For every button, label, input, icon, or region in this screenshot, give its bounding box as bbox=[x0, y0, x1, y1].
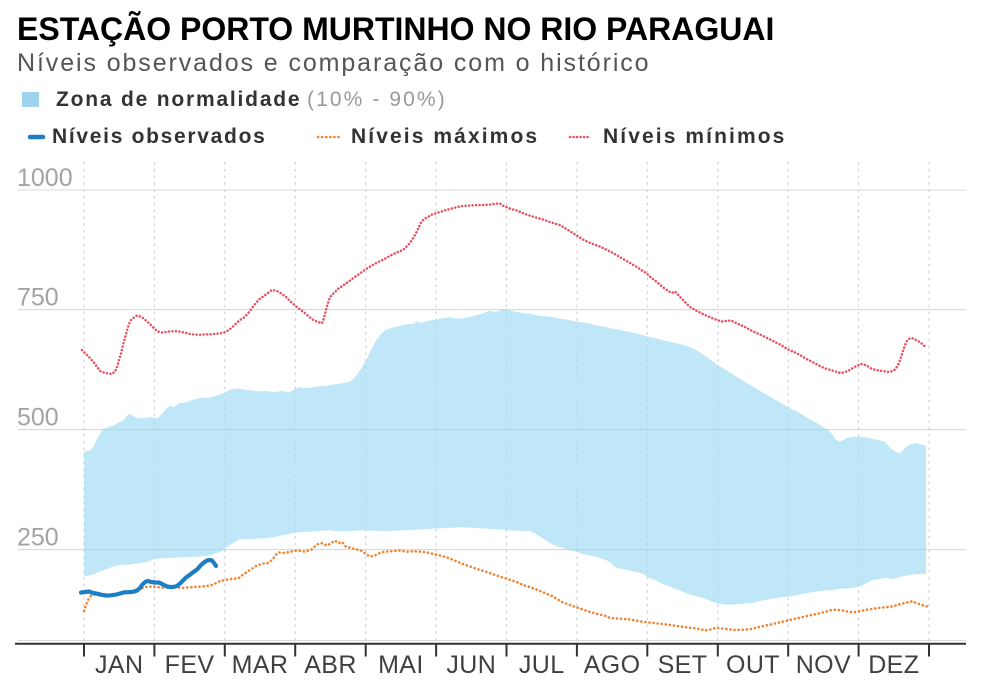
svg-text:Zona de normalidade: Zona de normalidade bbox=[56, 88, 301, 111]
svg-text:(10% - 90%): (10% - 90%) bbox=[307, 88, 447, 111]
svg-text:JUN: JUN bbox=[446, 651, 496, 679]
svg-text:FEV: FEV bbox=[165, 651, 215, 679]
svg-text:OUT: OUT bbox=[726, 651, 780, 679]
svg-text:ESTAÇÃO PORTO MURTINHO NO RIO: ESTAÇÃO PORTO MURTINHO NO RIO PARAGUAI bbox=[17, 11, 774, 47]
svg-text:1000: 1000 bbox=[17, 164, 73, 192]
svg-text:250: 250 bbox=[17, 524, 59, 552]
svg-text:MAI: MAI bbox=[378, 651, 424, 679]
svg-text:NOV: NOV bbox=[796, 651, 851, 679]
svg-text:MAR: MAR bbox=[232, 651, 289, 679]
svg-text:Níveis observados e comparação: Níveis observados e comparação com o his… bbox=[17, 49, 650, 77]
svg-text:750: 750 bbox=[17, 284, 59, 312]
svg-text:SET: SET bbox=[658, 651, 708, 679]
svg-text:Níveis mínimos: Níveis mínimos bbox=[603, 125, 786, 148]
svg-text:Níveis máximos: Níveis máximos bbox=[351, 125, 539, 148]
svg-text:ABR: ABR bbox=[304, 651, 357, 679]
svg-text:JAN: JAN bbox=[95, 651, 143, 679]
svg-text:DEZ: DEZ bbox=[868, 651, 919, 679]
svg-text:AGO: AGO bbox=[584, 651, 641, 679]
svg-text:JUL: JUL bbox=[519, 651, 565, 679]
svg-text:Níveis observados: Níveis observados bbox=[52, 125, 267, 148]
svg-text:500: 500 bbox=[17, 404, 59, 432]
